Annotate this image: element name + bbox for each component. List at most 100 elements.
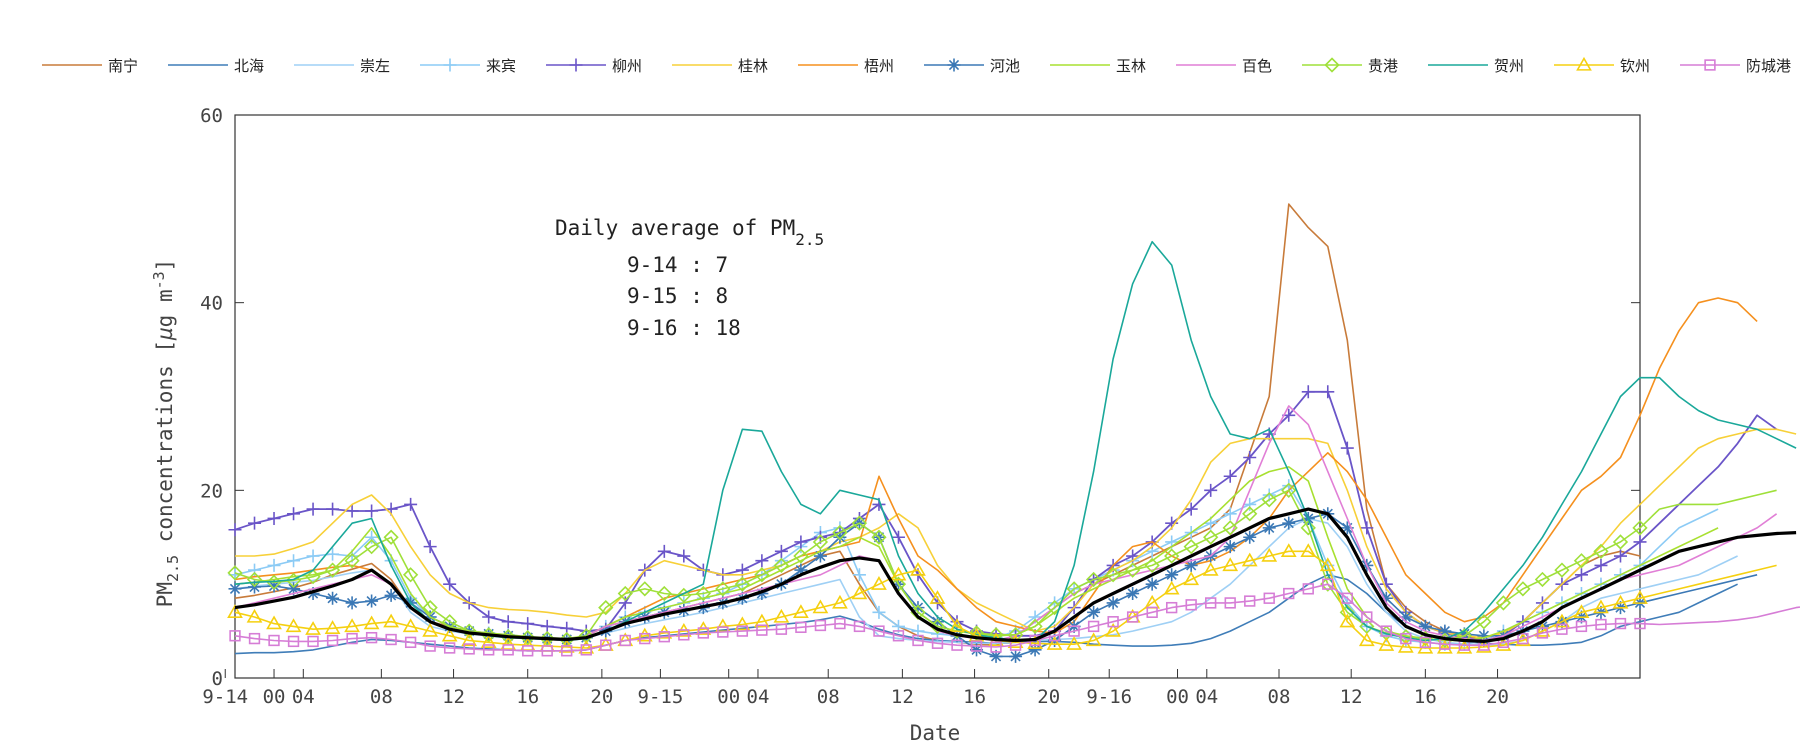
annotation-line-1: 9-14 : 7 xyxy=(627,253,728,277)
x-tick-label: 20 xyxy=(1486,686,1509,708)
data-point-star xyxy=(1009,650,1022,663)
x-tick-label: 20 xyxy=(590,686,613,708)
data-point-plus xyxy=(424,540,437,553)
x-tick-label: 08 xyxy=(370,686,393,708)
data-point-plus xyxy=(482,611,495,624)
x-tick-label: 12 xyxy=(1340,686,1363,708)
data-point-star xyxy=(346,596,359,609)
series-line xyxy=(235,467,1718,641)
legend-label: 玉林 xyxy=(1116,57,1146,75)
annotation-title: Daily average of PM2.5 xyxy=(555,216,824,249)
y-axis-title: PM2.5 concentrations [µg m-3] xyxy=(150,259,182,608)
data-point-plus xyxy=(268,512,281,525)
series-line xyxy=(235,486,1718,645)
y-axis-title-unit: g m xyxy=(153,289,177,327)
x-tick-label: 08 xyxy=(1268,686,1291,708)
data-point-plus xyxy=(248,564,261,577)
data-point-plus xyxy=(521,617,534,630)
y-tick-label: 20 xyxy=(200,480,223,502)
data-point-plus xyxy=(1341,442,1354,455)
data-point-plus xyxy=(872,606,885,619)
data-point-star xyxy=(1126,587,1139,600)
legend-label: 桂林 xyxy=(738,57,768,75)
data-point-star xyxy=(1146,578,1159,591)
data-point-triangle xyxy=(385,615,398,626)
data-point-plus xyxy=(1594,559,1607,572)
x-tick-label: 9-14 xyxy=(202,686,248,708)
legend-label: 柳州 xyxy=(612,57,642,75)
y-axis-title-main: concentrations [ xyxy=(153,340,177,555)
annotation-title-subscript: 2.5 xyxy=(795,230,824,249)
legend-item: 百色 xyxy=(1176,57,1272,75)
data-point-star xyxy=(365,595,378,608)
legend-label: 南宁 xyxy=(108,57,138,75)
legend-item: 北海 xyxy=(168,57,264,75)
x-tick-label: 00 xyxy=(1166,686,1189,708)
legend-item: 来宾 xyxy=(420,57,516,75)
y-axis-title-superscript: -3 xyxy=(150,271,168,289)
series-line xyxy=(235,406,1777,641)
legend-label: 贺州 xyxy=(1494,57,1524,75)
y-axis-title-subscript: 2.5 xyxy=(164,555,182,582)
data-point-plus xyxy=(677,550,690,563)
x-tick-label: 12 xyxy=(442,686,465,708)
y-axis-title-pm: PM xyxy=(153,582,177,607)
data-point-plus xyxy=(1224,507,1237,520)
legend-item: 贺州 xyxy=(1428,57,1524,75)
data-point-plus xyxy=(853,568,866,581)
y-axis-title-close: ] xyxy=(153,259,177,272)
data-point-plus xyxy=(268,559,281,572)
annotation-line-2: 9-15 : 8 xyxy=(627,284,728,308)
legend-label: 来宾 xyxy=(486,57,516,75)
data-point-star xyxy=(1243,531,1256,544)
legend: 南宁 北海 崇左 来宾 柳州 桂林 梧州 河池 玉林 百色 贵港 贺州 钦州 防城港 xyxy=(42,57,1791,75)
data-point-plus xyxy=(346,504,359,517)
data-point-star xyxy=(1165,568,1178,581)
legend-label: 崇左 xyxy=(360,57,390,75)
series-百色 xyxy=(235,406,1777,641)
data-point-plus xyxy=(755,554,768,567)
legend-item: 桂林 xyxy=(672,57,768,75)
legend-label: 贵港 xyxy=(1368,57,1398,75)
data-point-plus xyxy=(1614,550,1627,563)
data-point-plus xyxy=(404,498,417,511)
data-point-plus xyxy=(444,59,457,72)
data-point-plus xyxy=(541,620,554,633)
x-tick-label: 20 xyxy=(1037,686,1060,708)
x-tick-label: 00 xyxy=(717,686,740,708)
daily-average-annotation: Daily average of PM2.5 9-14 : 7 9-15 : 8… xyxy=(555,216,824,340)
annotation-line-3: 9-16 : 18 xyxy=(627,316,741,340)
x-tick-label: 9-15 xyxy=(638,686,684,708)
data-point-plus xyxy=(287,554,300,567)
y-tick-label: 40 xyxy=(200,293,223,315)
legend-label: 钦州 xyxy=(1620,57,1650,75)
legend-label: 百色 xyxy=(1242,57,1272,75)
x-tick-label: 04 xyxy=(292,686,315,708)
data-point-plus xyxy=(326,503,339,516)
series-南宁 xyxy=(235,204,1640,645)
legend-item: 梧州 xyxy=(798,57,894,75)
data-point-triangle xyxy=(1578,59,1591,70)
data-point-star xyxy=(326,592,339,605)
data-point-plus xyxy=(775,545,788,558)
legend-item: 贵港 xyxy=(1302,57,1398,75)
data-point-star xyxy=(948,59,961,72)
series-玉林 xyxy=(235,467,1718,641)
legend-item: 防城港 xyxy=(1680,57,1791,75)
legend-item: 玉林 xyxy=(1050,57,1146,75)
x-tick-label: 04 xyxy=(1195,686,1218,708)
y-tick-label: 60 xyxy=(200,105,223,127)
series-line xyxy=(235,204,1640,645)
x-tick-label: 12 xyxy=(891,686,914,708)
series-lines xyxy=(229,204,1800,663)
legend-item: 河池 xyxy=(924,57,1020,75)
y-axis-title-mu: µ xyxy=(153,327,177,341)
data-point-plus xyxy=(570,59,583,72)
data-point-plus xyxy=(307,503,320,516)
legend-label: 梧州 xyxy=(864,57,894,75)
data-point-plus xyxy=(229,523,242,536)
legend-item: 柳州 xyxy=(546,57,642,75)
data-point-star xyxy=(1107,596,1120,609)
